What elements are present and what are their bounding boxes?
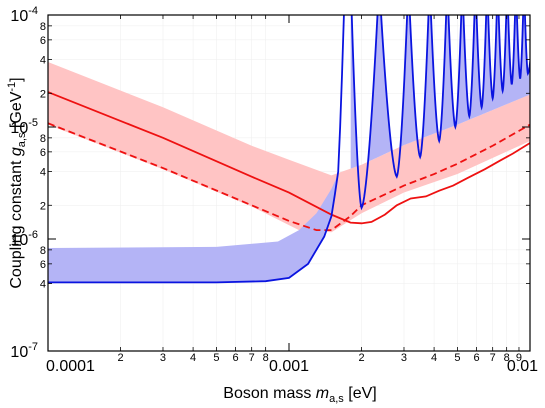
x-minor-tick-label: 3 (401, 352, 407, 364)
y-minor-tick-label: 4 (40, 279, 46, 291)
y-axis-title-unit-close: ] (8, 77, 25, 81)
y-axis-title-var: g (8, 147, 25, 156)
y-minor-tick-label: 2 (40, 88, 46, 100)
y-minor-tick-label: 6 (40, 35, 46, 47)
x-minor-tick-label: 3 (160, 352, 166, 364)
x-tick-label: 0.001 (269, 358, 309, 375)
x-axis-title-sub: a,s (329, 393, 344, 405)
red-dashed-line (48, 122, 530, 232)
blue-band (48, 174, 339, 283)
y-tick-label: 10-7 (10, 341, 38, 361)
x-minor-tick-label: 6 (473, 352, 479, 364)
x-axis-title-unit: [eV] (344, 385, 377, 402)
x-minor-tick-label: 4 (190, 352, 196, 364)
y-tick-label: 10-4 (10, 5, 38, 25)
y-minor-tick-label: 4 (40, 167, 46, 179)
y-minor-tick-label: 8 (40, 21, 46, 33)
y-minor-tick-label: 2 (40, 200, 46, 212)
y-minor-tick-label: 8 (40, 133, 46, 145)
x-minor-tick-label: 2 (358, 352, 364, 364)
red-solid-line (48, 91, 530, 225)
x-minor-tick-label: 8 (504, 352, 510, 364)
y-minor-tick-label: 6 (40, 259, 46, 271)
y-minor-tick-label: 6 (40, 147, 46, 159)
y-axis-title-sub: a,s (16, 132, 28, 147)
y-axis-title-text: Coupling constant (8, 156, 25, 289)
x-minor-tick-label: 6 (232, 352, 238, 364)
blue-line (48, 15, 345, 284)
x-minor-tick-label: 7 (490, 352, 496, 364)
y-axis-title-unit: [GeV (8, 91, 25, 132)
y-minor-tick-label: 4 (40, 55, 46, 67)
x-minor-tick-label: 2 (117, 352, 123, 364)
axis-ticks: 0.0001 0.001 0.012 3 4 5 6 7 8 2 3 4 5 6 7 8 910-710-610… (10, 5, 538, 375)
x-tick-label: 0.01 (507, 358, 538, 375)
y-tick-label: 10-6 (10, 229, 38, 249)
y-axis-title-unit-exp: -1 (6, 82, 18, 92)
x-minor-tick-label: 5 (454, 352, 460, 364)
y-minor-tick-label: 8 (40, 245, 46, 257)
data-layer (48, 15, 530, 284)
x-tick-label: 0.0001 (46, 358, 95, 375)
x-minor-tick-label: 4 (431, 352, 437, 364)
y-tick-label: 10-5 (10, 117, 38, 137)
red-band (48, 62, 530, 233)
x-minor-tick-label: 7 (249, 352, 255, 364)
x-axis-title-text: Boson mass (223, 385, 315, 402)
x-minor-tick-label: 9 (516, 352, 522, 364)
x-minor-tick-label: 5 (213, 352, 219, 364)
x-minor-tick-label: 8 (263, 352, 269, 364)
x-axis-title-var: m (316, 385, 329, 402)
y-axis-title: Coupling constant ga,s [GeV-1] (6, 77, 28, 288)
x-axis-title: Boson mass ma,s [eV] (223, 385, 376, 405)
